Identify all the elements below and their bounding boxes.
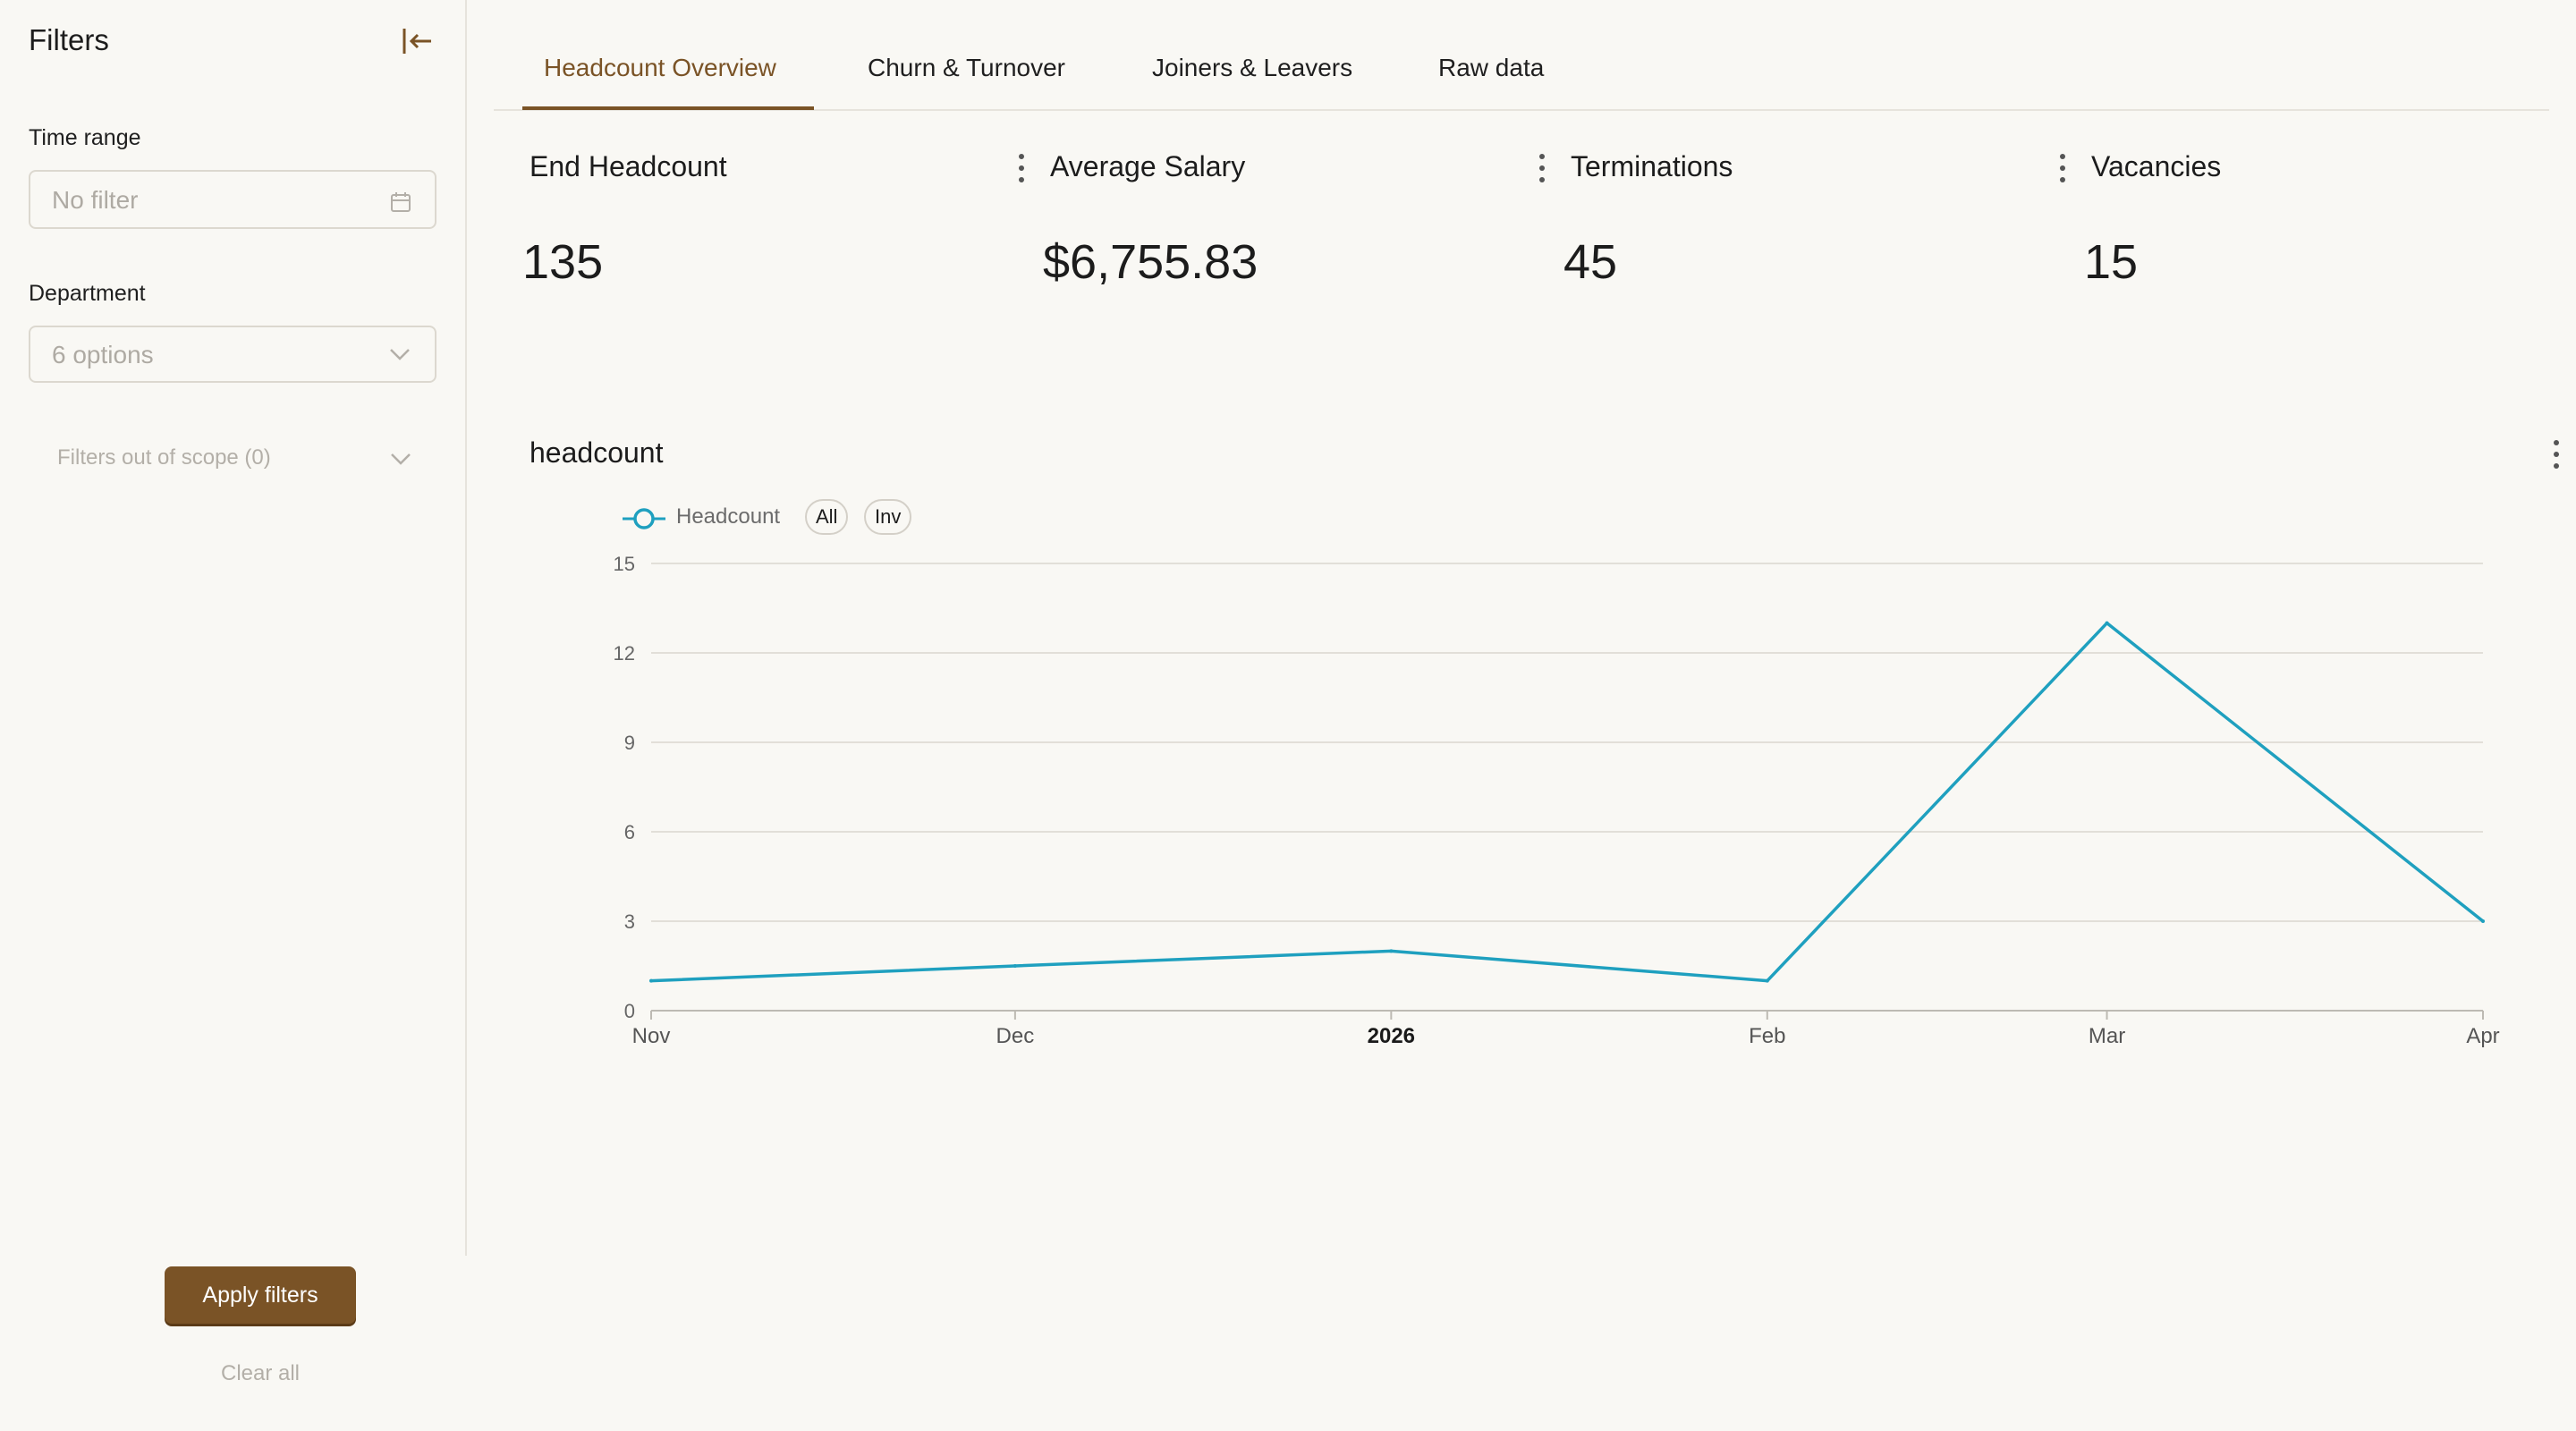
- dashboard-tabs: Headcount Overview Churn & Turnover Join…: [494, 0, 2549, 111]
- x-tick-label: Nov: [632, 1024, 671, 1048]
- clear-all-row: Clear all: [0, 1361, 521, 1386]
- y-tick-label: 6: [624, 821, 635, 843]
- kebab-menu-icon[interactable]: [1533, 152, 1551, 184]
- clear-all-button[interactable]: Clear all: [220, 1361, 301, 1385]
- kpi-value: 135: [522, 235, 604, 289]
- legend-all-pill[interactable]: All: [805, 499, 849, 535]
- x-axis-ticks: Nov Dec 2026 Feb Mar Apr: [632, 1011, 2500, 1048]
- department-select[interactable]: 6 options: [29, 326, 436, 383]
- kebab-menu-icon[interactable]: [1013, 152, 1030, 184]
- legend-series-name[interactable]: Headcount: [676, 504, 781, 529]
- legend-inv-pill[interactable]: Inv: [864, 499, 912, 535]
- x-tick-label: Feb: [1749, 1024, 1785, 1048]
- time-range-label: Time range: [29, 125, 141, 150]
- chart-title: headcount: [530, 436, 664, 469]
- filters-sidebar: Filters Time range No filter Department …: [0, 0, 467, 1256]
- collapse-left-icon: [402, 29, 431, 54]
- kpi-vacancies: Vacancies 15: [2084, 148, 2576, 327]
- y-tick-label: 12: [614, 642, 635, 665]
- kebab-menu-icon[interactable]: [2547, 438, 2565, 470]
- active-tab-indicator: [522, 106, 814, 110]
- tab-joiners-leavers[interactable]: Joiners & Leavers: [1152, 54, 1353, 81]
- data-point: [2105, 621, 2109, 625]
- data-point: [1765, 978, 1769, 983]
- kpi-title: Vacancies: [2091, 150, 2222, 182]
- time-range-input[interactable]: No filter: [29, 170, 436, 229]
- x-tick-label: Dec: [996, 1024, 1035, 1048]
- x-tick-label: 2026: [1368, 1024, 1415, 1048]
- kpi-title: Average Salary: [1050, 150, 1246, 182]
- kpi-value: 15: [2084, 235, 2139, 289]
- chevron-down-icon: [391, 453, 411, 465]
- kpi-average-salary: Average Salary $6,755.83: [1043, 148, 1551, 327]
- tab-raw-data[interactable]: Raw data: [1438, 54, 1545, 81]
- filters-out-of-scope-label: Filters out of scope (0): [57, 445, 271, 470]
- y-tick-label: 3: [624, 910, 635, 933]
- kpi-title: Terminations: [1571, 150, 1733, 182]
- calendar-icon: [391, 192, 411, 212]
- tab-churn-turnover[interactable]: Churn & Turnover: [868, 54, 1065, 81]
- legend-line-marker-icon[interactable]: [621, 506, 667, 531]
- x-tick-label: Mar: [2089, 1024, 2125, 1048]
- tab-headcount-overview[interactable]: Headcount Overview: [544, 54, 776, 81]
- y-tick-label: 15: [614, 553, 635, 575]
- chart-series: [649, 621, 2485, 983]
- y-tick-label: 9: [624, 732, 635, 754]
- department-label: Department: [29, 281, 146, 306]
- y-tick-label: 0: [624, 1000, 635, 1022]
- department-placeholder: 6 options: [52, 341, 154, 368]
- data-point: [2481, 919, 2485, 923]
- chevron-down-icon: [390, 349, 410, 360]
- collapse-sidebar-button[interactable]: [399, 23, 435, 59]
- kpi-terminations: Terminations 45: [1563, 148, 2072, 327]
- filters-out-of-scope-toggle[interactable]: Filters out of scope (0): [57, 445, 411, 476]
- data-point: [649, 978, 653, 983]
- y-axis-ticks: 0 3 6 9 12 15: [614, 553, 635, 1022]
- data-point: [1013, 964, 1017, 968]
- time-range-placeholder: No filter: [52, 186, 139, 214]
- kpi-title: End Headcount: [530, 150, 727, 182]
- filters-title: Filters: [29, 23, 109, 56]
- kpi-value: 45: [1563, 235, 1618, 289]
- apply-filters-button[interactable]: Apply filters: [165, 1266, 356, 1324]
- data-point: [1389, 949, 1394, 953]
- kebab-menu-icon[interactable]: [2054, 152, 2072, 184]
- kpi-value: $6,755.83: [1043, 235, 1258, 289]
- kpi-end-headcount: End Headcount 135: [522, 148, 1030, 327]
- chart-grid: [651, 563, 2483, 1012]
- series-line-headcount: [650, 621, 2485, 983]
- x-tick-label: Apr: [2466, 1024, 2499, 1048]
